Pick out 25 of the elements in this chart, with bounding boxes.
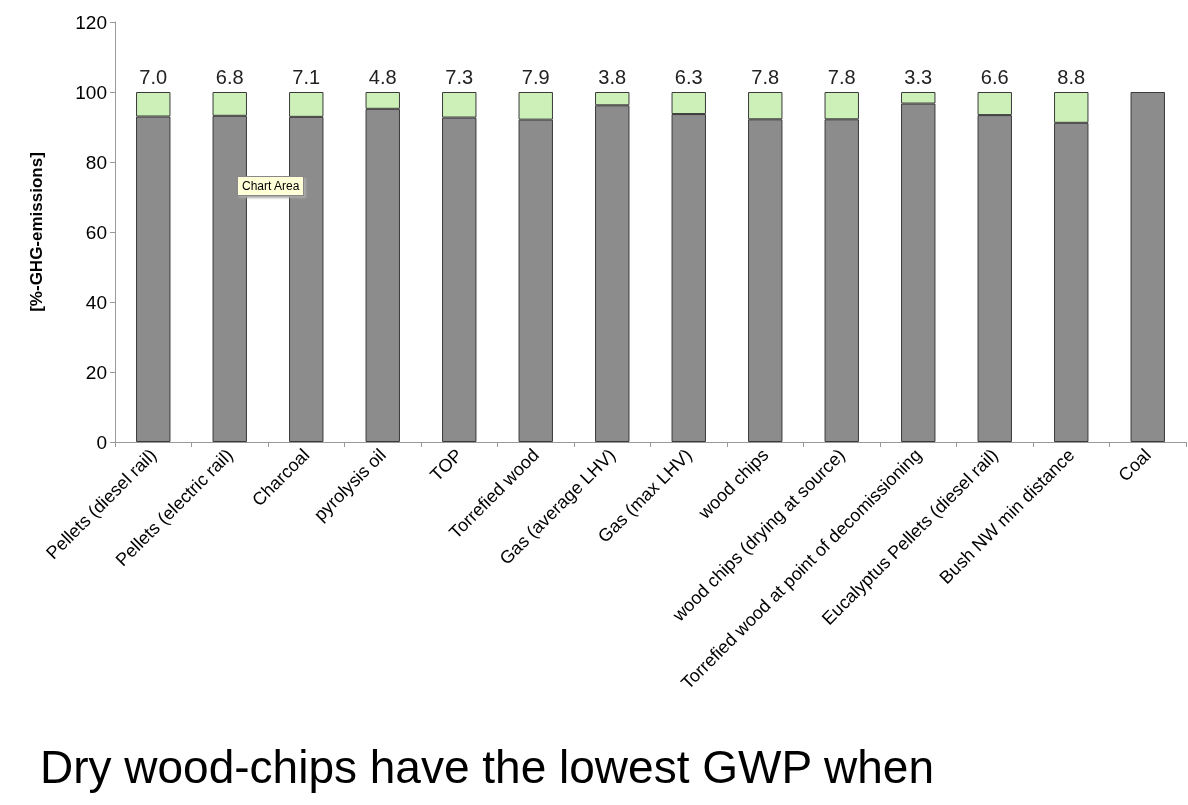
y-tick-label: 40 (85, 291, 107, 313)
data-label: 4.8 (368, 66, 397, 88)
data-label: 7.1 (292, 66, 321, 88)
y-tick-label: 20 (85, 361, 107, 383)
data-label: 6.6 (980, 66, 1009, 88)
data-label: 3.3 (904, 66, 933, 88)
data-label: 7.0 (139, 66, 168, 88)
y-tick-label: 0 (96, 431, 107, 453)
y-axis-title: [%-GHG-emissions] (27, 152, 46, 312)
x-tick-label: TOP (426, 444, 467, 485)
data-label: 7.8 (751, 66, 780, 88)
bar (1130, 92, 1165, 442)
annotation: Chart Area (237, 176, 305, 196)
y-tick-label: 60 (85, 221, 107, 243)
data-label: 6.8 (215, 66, 244, 88)
data-label: 3.8 (598, 66, 627, 88)
y-tick-label: 80 (85, 151, 107, 173)
data-label: 7.3 (445, 66, 474, 88)
data-label: 7.8 (827, 66, 856, 88)
y-tick-label: 100 (75, 81, 107, 103)
data-label: 6.3 (674, 66, 703, 88)
text: Dry wood-chips have the lowest GWP when (40, 740, 934, 794)
y-tick-label: 120 (75, 11, 107, 33)
data-label: 8.8 (1057, 66, 1086, 88)
data-label: 7.9 (521, 66, 550, 88)
